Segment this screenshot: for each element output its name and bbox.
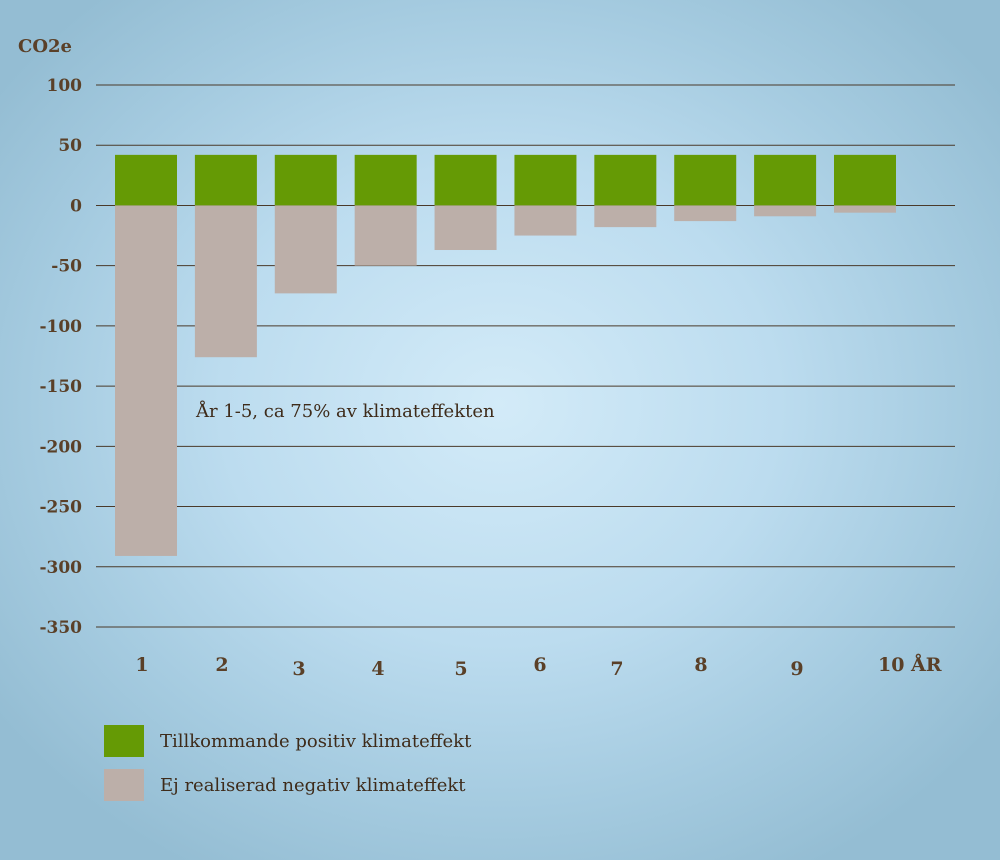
annotation: År 1-5, ca 75% av klimateffekten — [195, 400, 495, 422]
bar-negative — [674, 205, 737, 222]
legend-item-negative: Ej realiserad negativ klimateffekt — [104, 769, 465, 801]
y-tick-label: 100 — [47, 76, 83, 96]
x-tick-labels: 1 2 3 4 5 6 7 8 9 10 ÅR — [135, 653, 941, 680]
y-tick-label: -350 — [39, 618, 82, 638]
y-tick-label: 0 — [70, 196, 82, 216]
bar-positive — [434, 154, 497, 206]
legend-label-positive: Tillkommande positiv klimateffekt — [160, 730, 472, 752]
bar-positive — [115, 154, 177, 206]
bar-negative — [115, 205, 177, 556]
y-tick-label: -300 — [39, 558, 82, 578]
bar-positive — [834, 154, 896, 206]
x-tick-label: 3 — [292, 658, 305, 680]
bar-negative — [274, 205, 337, 294]
y-tick-label: -100 — [39, 317, 82, 337]
x-tick-label: 6 — [533, 654, 546, 676]
bar-negative — [434, 205, 497, 251]
x-tick-label: 9 — [790, 658, 803, 680]
y-tick-labels: 100 50 0 -50 -100 -150 -200 -250 -300 -350 — [39, 76, 82, 638]
x-tick-label: 2 — [215, 654, 228, 676]
bar-negative — [194, 205, 257, 358]
y-axis-label: CO2e — [18, 36, 72, 57]
bar-negative — [754, 205, 817, 217]
x-tick-label: 1 — [135, 654, 148, 676]
y-tick-label: -50 — [51, 257, 82, 277]
y-tick-label: 50 — [58, 136, 82, 156]
bar-positive — [754, 154, 817, 206]
y-tick-label: -250 — [39, 498, 82, 518]
bar-positive — [274, 154, 337, 206]
bar-negative — [834, 205, 896, 213]
legend-swatch-negative — [104, 769, 144, 801]
x-tick-label: 10 ÅR — [878, 653, 942, 676]
bar-negative — [354, 205, 417, 266]
x-tick-label: 5 — [454, 658, 467, 680]
y-tick-label: -150 — [39, 377, 82, 397]
legend-item-positive: Tillkommande positiv klimateffekt — [104, 725, 471, 757]
bar-positive — [194, 154, 257, 206]
bar-positive — [674, 154, 737, 206]
bar-negative — [514, 205, 577, 236]
bar-negative — [594, 205, 657, 228]
y-tick-label: -200 — [39, 437, 82, 457]
x-tick-label: 4 — [371, 658, 384, 680]
legend-label-negative: Ej realiserad negativ klimateffekt — [160, 774, 466, 796]
bars — [115, 154, 896, 556]
bar-positive — [354, 154, 417, 206]
legend-swatch-positive — [104, 725, 144, 757]
x-tick-label: 8 — [694, 654, 707, 676]
x-tick-label: 7 — [610, 658, 623, 680]
bar-positive — [514, 154, 577, 206]
bar-positive — [594, 154, 657, 206]
